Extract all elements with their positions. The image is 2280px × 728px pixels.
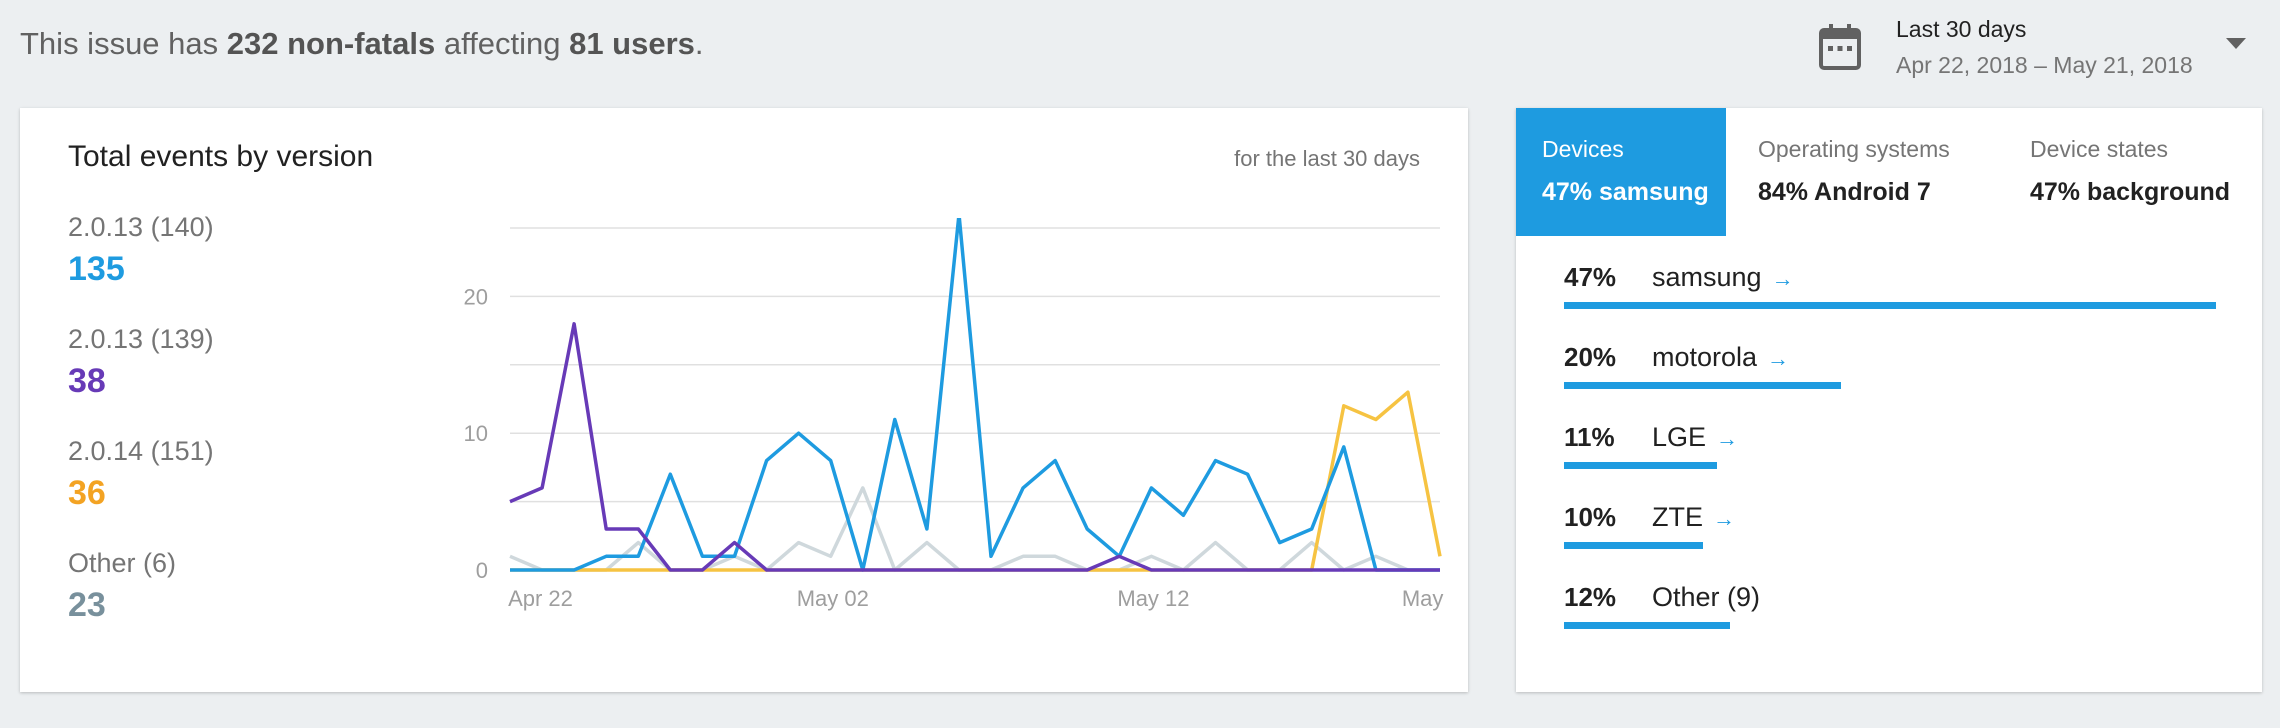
x-tick-label: Apr 22 [508, 586, 573, 611]
legend-value: 36 [68, 474, 106, 512]
calendar-icon [1819, 24, 1861, 70]
card-title: Total events by version [68, 140, 374, 173]
legend-item[interactable]: 2.0.14 (151) 36 [68, 434, 408, 546]
list-item[interactable]: 10% ZTE → [1564, 498, 2224, 578]
legend-value: 23 [68, 586, 106, 624]
users-count: 81 users [569, 26, 695, 61]
device-name: motorola → [1652, 342, 1789, 373]
tab-label: Operating systems [1758, 136, 1950, 162]
issue-summary: This issue has 232 non-fatals affecting … [20, 26, 704, 62]
y-tick-label: 10 [464, 421, 488, 446]
arrow-right-icon[interactable]: → [1771, 266, 1794, 291]
list-item[interactable]: 11% LGE → [1564, 418, 2224, 498]
caret-down-icon[interactable] [2226, 38, 2246, 49]
y-tick-label: 20 [464, 284, 488, 309]
list-item[interactable]: 12% Other (9) [1564, 578, 2224, 658]
share-bar [1564, 382, 1842, 389]
share-bar [1564, 302, 2216, 309]
legend-item[interactable]: 2.0.13 (140) 135 [68, 210, 408, 322]
version-legend: 2.0.13 (140) 135 2.0.13 (139) 38 2.0.14 … [68, 210, 408, 658]
arrow-right-icon[interactable]: → [1713, 506, 1735, 531]
events-line-chart[interactable]: 0 10 20 Apr 22 May 02 May 12 May 21 [420, 218, 1450, 638]
device-name: Other (9) [1652, 582, 1770, 613]
list-item[interactable]: 47% samsung → [1564, 258, 2224, 338]
legend-label: 2.0.13 (139) [68, 324, 214, 354]
series-line [509, 322, 1440, 572]
tab-value: 47% samsung [1542, 178, 1709, 206]
y-tick-label: 0 [476, 558, 488, 583]
device-percent: 47% [1564, 262, 1617, 292]
share-bar [1564, 622, 1731, 629]
legend-label: 2.0.14 (151) [68, 436, 214, 466]
summary-prefix: This issue has [20, 26, 227, 61]
tab-label: Devices [1542, 136, 1624, 162]
legend-label: 2.0.13 (140) [68, 212, 214, 242]
device-name: samsung → [1652, 262, 1794, 293]
share-bar [1564, 462, 1717, 469]
x-tick-label: May 12 [1117, 586, 1189, 611]
device-percent: 10% [1564, 502, 1617, 532]
tab-devices[interactable]: Devices 47% samsung [1516, 108, 1726, 236]
arrow-right-icon[interactable]: → [1716, 426, 1739, 451]
breakdown-card: Devices 47% samsung Operating systems 84… [1516, 108, 2262, 692]
x-tick-label: May 21 [1402, 586, 1450, 611]
device-distribution-list: 47% samsung → 20% motorola → 11% LGE → 10% … [1564, 258, 2224, 658]
device-name: ZTE → [1652, 502, 1735, 533]
breakdown-tabs: Devices 47% samsung Operating systems 84… [1516, 108, 2262, 236]
summary-suffix: . [694, 26, 704, 61]
device-name-text: LGE [1652, 422, 1707, 452]
date-range-label: Last 30 days [1896, 16, 2027, 42]
device-percent: 20% [1564, 342, 1617, 372]
tab-value: 84% Android 7 [1758, 178, 1931, 206]
device-name: LGE → [1652, 422, 1738, 453]
legend-value: 135 [68, 250, 125, 288]
share-bar [1564, 542, 1703, 549]
device-name-text: Other (9) [1652, 582, 1761, 612]
device-name-text: samsung [1652, 262, 1762, 292]
legend-item[interactable]: Other (6) 23 [68, 546, 408, 658]
nonfatals-count: 232 non-fatals [226, 26, 436, 61]
events-by-version-card: Total events by version for the last 30 … [20, 108, 1468, 692]
legend-item[interactable]: 2.0.13 (139) 38 [68, 322, 408, 434]
arrow-right-icon[interactable]: → [1767, 346, 1790, 371]
device-percent: 11% [1564, 422, 1615, 452]
x-tick-label: May 02 [797, 586, 869, 611]
series-line [510, 218, 1440, 572]
tab-label: Device states [2030, 136, 2169, 162]
tab-device-states[interactable]: Device states 47% background [1998, 108, 2262, 236]
tab-value: 47% background [2030, 178, 2231, 206]
date-range-selector[interactable]: Last 30 days Apr 22, 2018 – May 21, 2018 [1818, 14, 2258, 78]
summary-middle: affecting [435, 26, 570, 61]
tab-operating-systems[interactable]: Operating systems 84% Android 7 [1726, 108, 1998, 236]
device-percent: 12% [1564, 582, 1617, 612]
legend-value: 38 [68, 362, 106, 400]
legend-label: Other (6) [68, 548, 177, 578]
date-range-dates: Apr 22, 2018 – May 21, 2018 [1896, 52, 2193, 78]
device-name-text: motorola [1652, 342, 1758, 372]
card-subtitle: for the last 30 days [1234, 146, 1420, 171]
list-item[interactable]: 20% motorola → [1564, 338, 2224, 418]
device-name-text: ZTE [1652, 502, 1703, 532]
